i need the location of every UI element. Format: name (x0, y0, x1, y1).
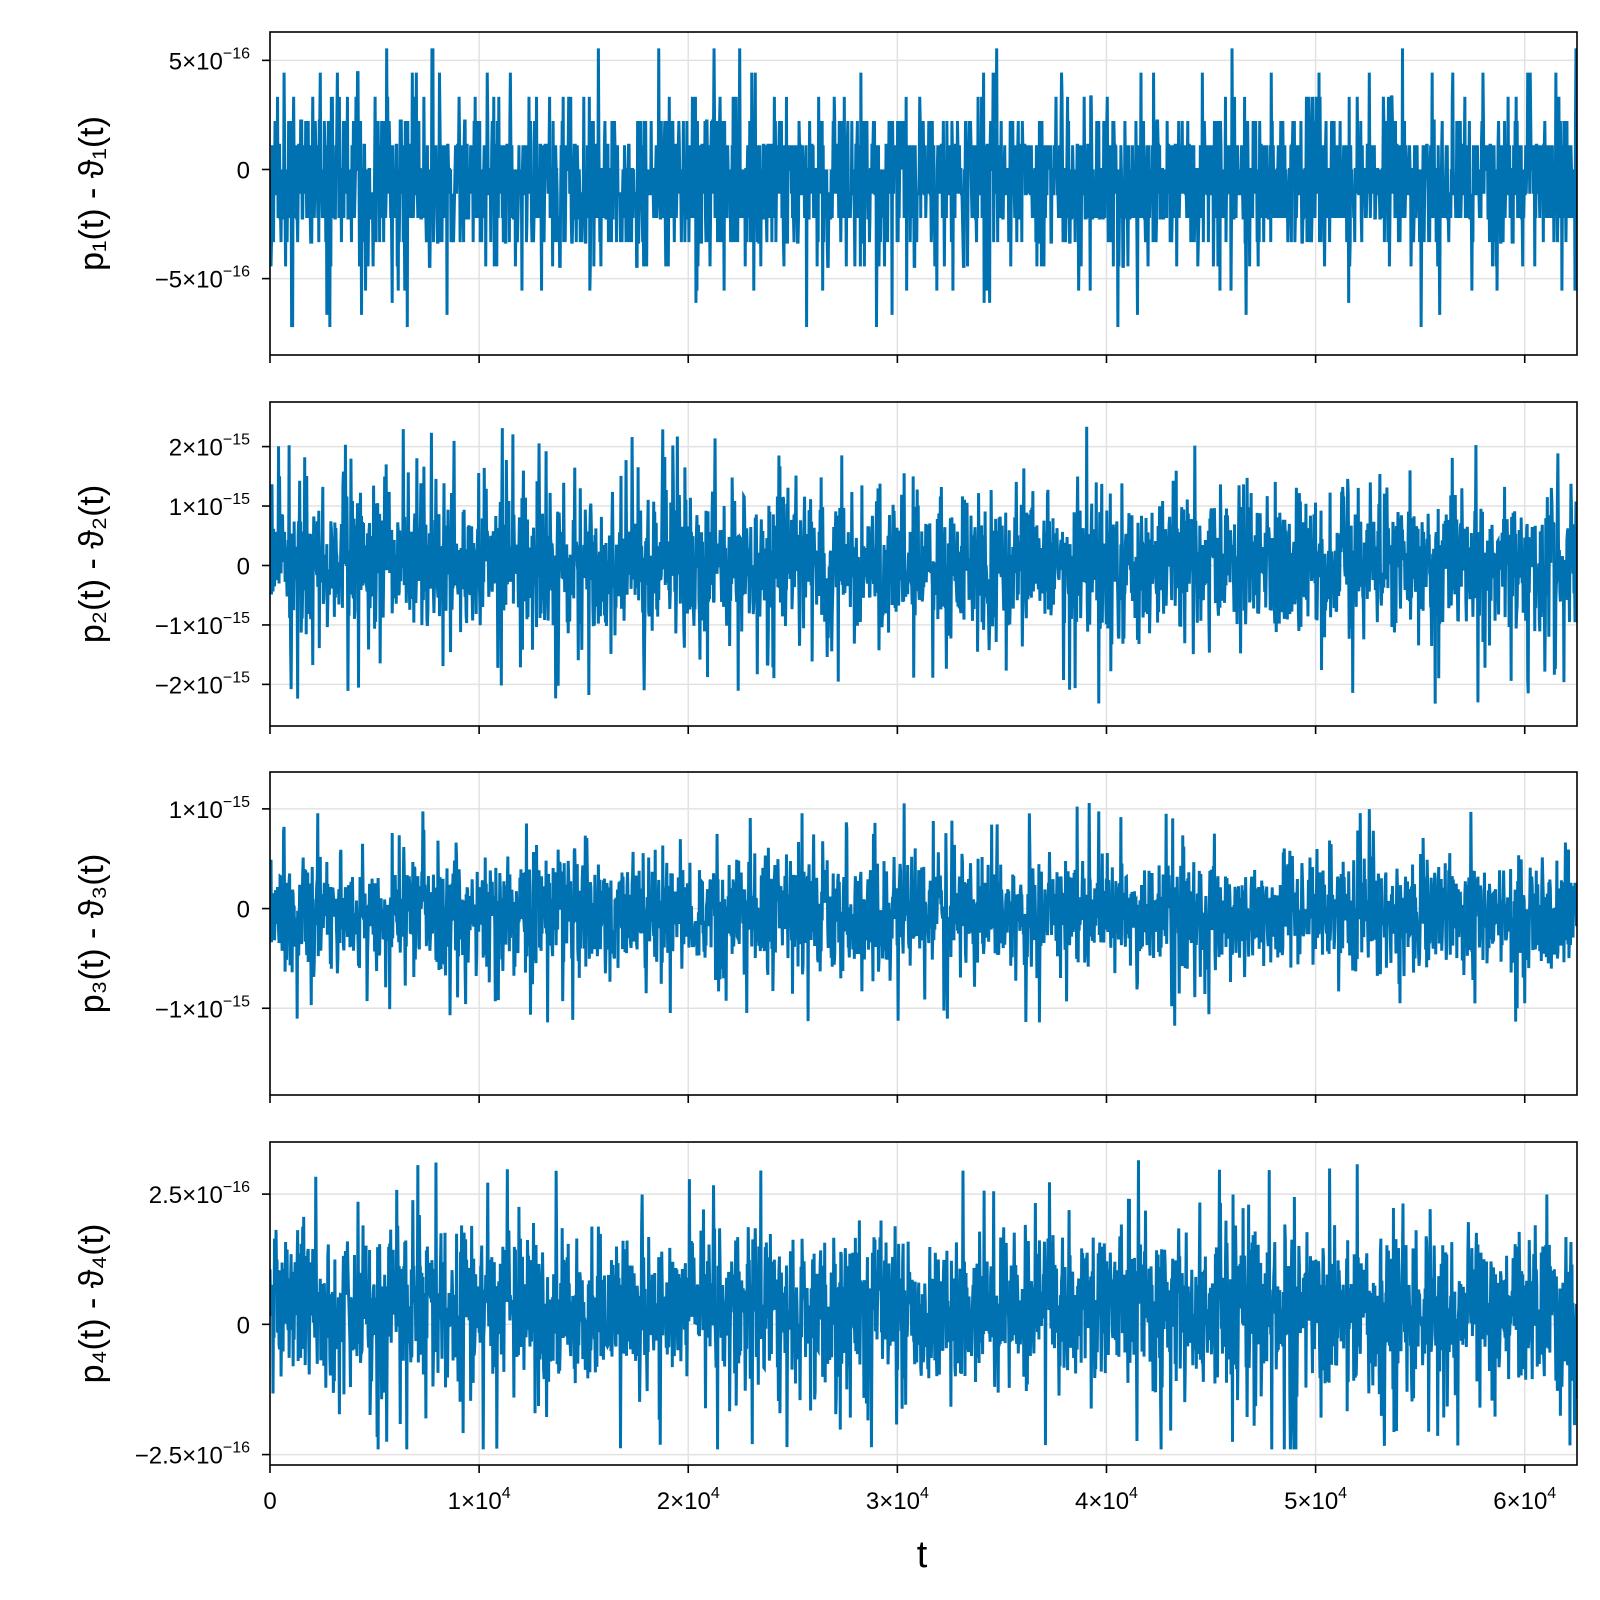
x-tick-label: 6×104 (1493, 1485, 1556, 1515)
y-tick-label: −2×10−15 (155, 669, 250, 699)
y-tick-label: −5×10−16 (155, 264, 250, 294)
y-tick-label: 5×10−16 (169, 45, 250, 75)
series-line (270, 1160, 1577, 1450)
y-axis-label: p₂(t) - ϑ₂(t) (73, 485, 111, 643)
x-tick-label: 5×104 (1284, 1485, 1347, 1515)
plot-frame (269, 31, 1578, 356)
series-line (270, 803, 1577, 1026)
y-axis-label: p₄(t) - ϑ₄(t) (73, 1224, 111, 1384)
y-tick-label: −1×10−15 (155, 610, 250, 640)
y-axis-label: p₃(t) - ϑ₃(t) (73, 854, 111, 1014)
x-tick-label: 4×104 (1075, 1485, 1138, 1515)
y-axis-label: p₁(t) - ϑ₁(t) (73, 116, 111, 271)
plot-frame (269, 401, 1578, 727)
plot-frame (269, 771, 1578, 1096)
y-tick-label: 0 (237, 553, 250, 580)
panel-2: −2×10−15 −1×10−15 0 1×10−15 2×10−15 p₂(t) - ϑ… (73, 401, 1578, 734)
y-tick-label: −1×10−15 (155, 993, 250, 1023)
x-axis-label: t (917, 1534, 928, 1576)
panel-4: −2.5×10−16 0 2.5×10−16 p₄(t) - ϑ₄(t) 0 1×104 2… (73, 1141, 1578, 1515)
x-tick-label: 2×104 (657, 1485, 720, 1515)
x-tick-label: 0 (263, 1488, 276, 1515)
panels: −5×10−16 0 5×10−16 p₁(t) - ϑ₁(t) −2×10−15 −1×… (73, 31, 1578, 1515)
x-tick-label: 3×104 (866, 1485, 929, 1515)
y-tick-label: 2.5×10−16 (149, 1179, 250, 1209)
y-tick-label: 1×10−15 (169, 794, 250, 824)
series-line (270, 426, 1577, 704)
y-tick-label: 0 (237, 157, 250, 184)
panel-1: −5×10−16 0 5×10−16 p₁(t) - ϑ₁(t) (73, 31, 1578, 363)
y-tick-label: 0 (237, 897, 250, 924)
y-tick-label: 1×10−15 (169, 491, 250, 521)
plot-frame (269, 1141, 1578, 1466)
y-tick-label: −2.5×10−16 (135, 1440, 250, 1470)
panel-3: −1×10−15 0 1×10−15 p₃(t) - ϑ₃(t) (73, 771, 1578, 1103)
y-tick-label: 2×10−15 (169, 432, 250, 462)
y-tick-label: 0 (237, 1312, 250, 1339)
x-tick-label: 1×104 (448, 1485, 511, 1515)
series-line (270, 48, 1577, 328)
